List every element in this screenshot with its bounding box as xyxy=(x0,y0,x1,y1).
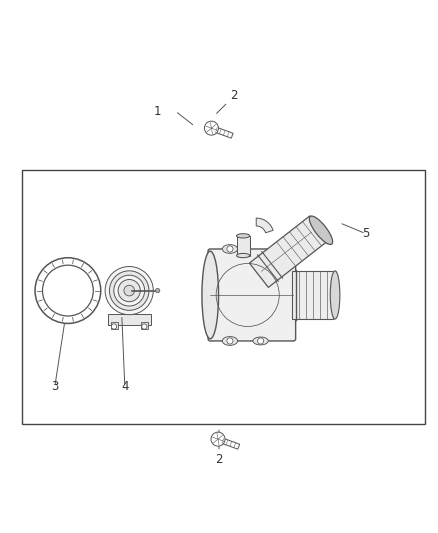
Ellipse shape xyxy=(202,251,219,339)
Circle shape xyxy=(142,324,147,329)
Circle shape xyxy=(258,338,264,344)
Bar xyxy=(141,322,148,329)
Circle shape xyxy=(124,285,134,296)
Circle shape xyxy=(110,271,149,310)
Circle shape xyxy=(105,266,153,314)
Ellipse shape xyxy=(309,216,333,245)
Ellipse shape xyxy=(253,337,268,345)
FancyBboxPatch shape xyxy=(208,249,296,341)
Circle shape xyxy=(42,265,93,316)
Polygon shape xyxy=(249,216,329,287)
Circle shape xyxy=(114,275,145,306)
Ellipse shape xyxy=(237,233,250,238)
Bar xyxy=(107,314,151,325)
Ellipse shape xyxy=(222,336,237,345)
Polygon shape xyxy=(256,218,273,233)
Ellipse shape xyxy=(222,245,237,253)
Polygon shape xyxy=(212,126,233,138)
Bar xyxy=(292,271,333,319)
Circle shape xyxy=(227,246,233,252)
Bar xyxy=(110,322,117,329)
Circle shape xyxy=(35,258,101,324)
Circle shape xyxy=(205,121,219,135)
Bar xyxy=(22,170,425,424)
Circle shape xyxy=(227,338,233,344)
Bar xyxy=(237,236,250,255)
Circle shape xyxy=(111,324,117,329)
Circle shape xyxy=(118,279,140,302)
Text: 5: 5 xyxy=(362,227,369,240)
Circle shape xyxy=(155,288,160,293)
Circle shape xyxy=(211,432,225,446)
Text: 2: 2 xyxy=(215,453,223,466)
Ellipse shape xyxy=(330,271,340,319)
Text: 3: 3 xyxy=(51,381,58,393)
Text: 4: 4 xyxy=(121,381,129,393)
Text: 2: 2 xyxy=(230,89,238,102)
Polygon shape xyxy=(218,437,240,449)
Ellipse shape xyxy=(237,253,250,257)
Text: 1: 1 xyxy=(154,104,162,117)
